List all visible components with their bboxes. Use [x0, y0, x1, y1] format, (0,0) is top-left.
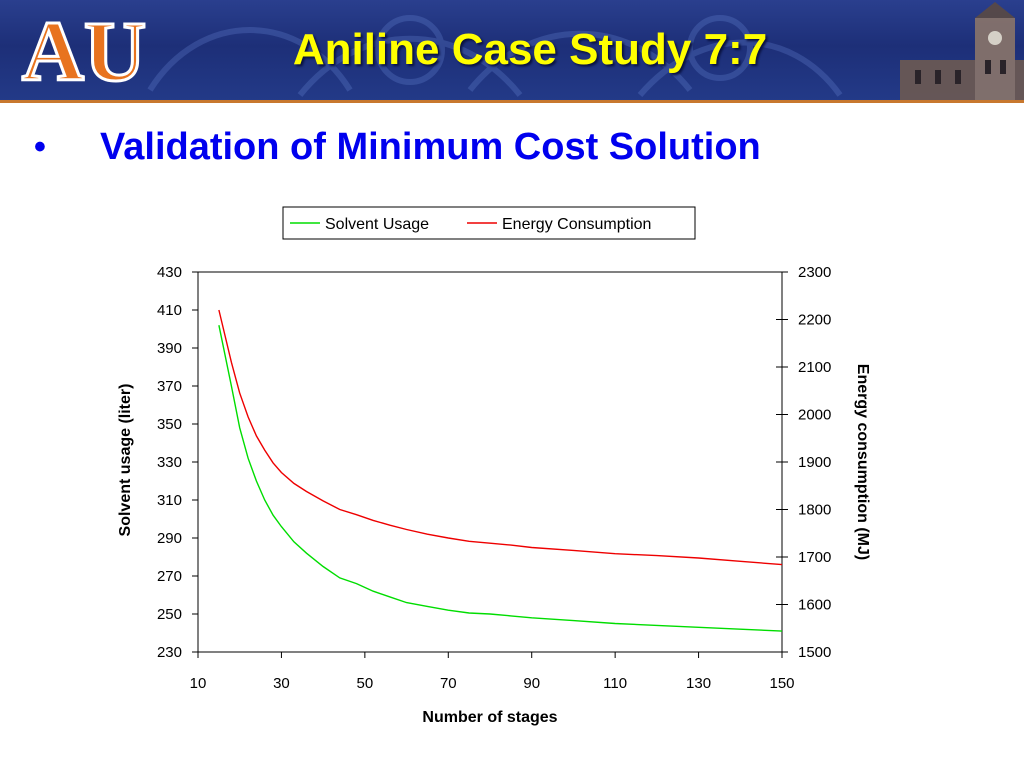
x-tick-label: 150	[769, 675, 794, 692]
y2-tick-label: 1800	[798, 502, 831, 519]
y-tick-label: 230	[157, 644, 182, 661]
y2-tick-label: 2000	[798, 407, 831, 424]
x-tick-label: 130	[686, 675, 711, 692]
legend-box	[282, 206, 696, 240]
axes: 10 30 50 70 90 110 130 150 230 250 270 290 310 330 350…	[157, 264, 831, 692]
y2-tick-label: 1900	[798, 454, 831, 471]
energy-consumption-line	[218, 309, 783, 566]
y2-tick-label: 1600	[798, 597, 831, 614]
x-tick-label: 30	[273, 675, 290, 692]
au-logo: AU	[20, 2, 147, 101]
plot-area	[197, 271, 783, 653]
tower-building-image	[900, 2, 1024, 100]
solvent-usage-line	[218, 325, 783, 632]
au-logo-text: AU	[22, 3, 146, 99]
x-axis-title: Number of stages	[422, 709, 557, 726]
y-tick-label: 430	[157, 264, 182, 281]
y-tick-label: 390	[157, 340, 182, 357]
y-tick-label: 250	[157, 606, 182, 623]
y-tick-label: 290	[157, 530, 182, 547]
y-tick-label: 330	[157, 454, 182, 471]
slide-header: AU Aniline Case Study 7:7	[0, 0, 1024, 102]
y2-tick-label: 1700	[798, 549, 831, 566]
y-tick-label: 370	[157, 378, 182, 395]
y2-tick-label: 1500	[798, 644, 831, 661]
x-tick-label: 70	[440, 675, 457, 692]
header-background	[147, 2, 1024, 100]
y2-tick-label: 2200	[798, 312, 831, 329]
y2-tick-label: 2100	[798, 359, 831, 376]
x-tick-label: 110	[603, 675, 627, 692]
y-tick-label: 270	[157, 568, 182, 585]
bullet-point-icon: •	[34, 128, 46, 166]
slide-title: Aniline Case Study 7:7	[292, 25, 768, 74]
legend-energy-label: Energy Consumption	[502, 216, 651, 233]
header-divider	[0, 100, 1024, 103]
y-tick-label: 350	[157, 416, 182, 433]
x-tick-label: 90	[523, 675, 540, 692]
x-tick-label: 10	[190, 675, 207, 692]
chart-legend: Solvent Usage Energy Consumption	[282, 206, 696, 240]
y-tick-label: 410	[157, 302, 182, 319]
y2-axis-title: Energy consumption (MJ)	[854, 364, 871, 560]
bullet-heading: Validation of Minimum Cost Solution	[100, 126, 761, 168]
y-axis-title: Solvent usage (liter)	[117, 384, 134, 537]
y2-tick-label: 2300	[798, 264, 831, 281]
x-tick-label: 50	[357, 675, 374, 692]
legend-solvent-label: Solvent Usage	[325, 216, 429, 233]
y-tick-label: 310	[157, 492, 182, 509]
series-lines	[218, 309, 783, 632]
